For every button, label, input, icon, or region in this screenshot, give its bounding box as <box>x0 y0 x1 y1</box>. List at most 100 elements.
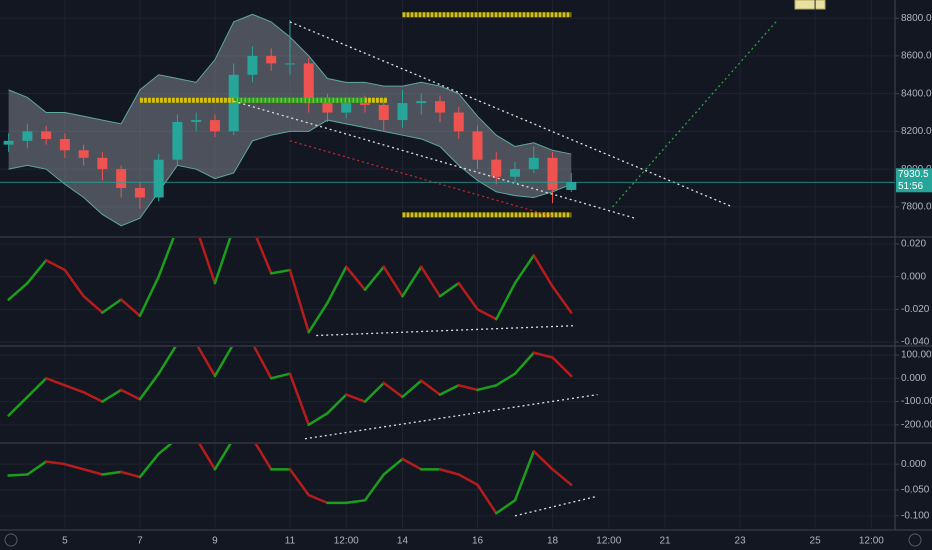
oscillator-segment <box>255 238 273 275</box>
oscillator-segment <box>419 379 442 396</box>
y-tick-label: 0.020 <box>901 239 926 250</box>
oscillator-segment <box>63 384 85 394</box>
oscillator-segment <box>551 285 573 314</box>
oscillator-segment <box>513 449 536 502</box>
candle-body <box>547 157 558 190</box>
oscillator-segment <box>438 468 461 476</box>
oscillator-segment <box>82 468 104 476</box>
oscillator-segment <box>326 265 348 305</box>
oscillator-segment <box>63 462 85 471</box>
oscillator-segment <box>457 281 479 311</box>
oscillator-segment <box>551 468 573 487</box>
oscillator-segment <box>419 265 442 298</box>
y-tick-label: 8400.0 <box>901 88 932 99</box>
x-tick-label: 9 <box>212 536 218 547</box>
oscillator-segment <box>119 298 142 318</box>
oscillator-segment <box>532 351 554 359</box>
x-tick-label: 21 <box>659 536 671 547</box>
oscillator-segment <box>307 301 329 334</box>
candle-body <box>41 131 52 139</box>
candle-body <box>434 101 445 113</box>
oscillator-segment <box>457 384 479 392</box>
oscillator-segment <box>532 254 554 288</box>
candle-body <box>228 74 239 132</box>
oscillator-segment <box>157 444 173 456</box>
candle-body <box>378 104 389 121</box>
oscillator-segment <box>101 388 123 403</box>
drawing-line <box>316 325 576 337</box>
x-tick-label: 7 <box>137 536 143 547</box>
oscillator-segment <box>513 351 536 375</box>
oscillator-segment <box>401 457 423 471</box>
pane <box>0 347 895 440</box>
oscillator-segment <box>307 411 329 427</box>
oscillator-segment <box>382 457 404 476</box>
candle-body <box>303 63 314 104</box>
band-line <box>8 119 572 227</box>
oscillator-segment <box>382 265 404 298</box>
oscillator-segment <box>254 444 273 471</box>
candle-body <box>191 120 202 122</box>
x-tick-label: 12:00 <box>859 536 884 547</box>
candle-body <box>59 138 70 151</box>
y-tick-label: 7800.0 <box>901 202 932 213</box>
oscillator-segment <box>119 388 142 401</box>
oscillator-segment <box>26 377 48 399</box>
oscillator-segment <box>119 470 142 479</box>
drawing-line <box>304 393 598 440</box>
y-tick-label: -100.000 <box>901 396 932 407</box>
y-tick-label: 0.000 <box>901 373 926 384</box>
oscillator-segment <box>63 268 85 298</box>
oscillator-segment <box>101 298 123 314</box>
candle-body <box>266 55 277 64</box>
x-tick-label: 11 <box>285 536 296 547</box>
candle-body <box>78 150 89 158</box>
x-tick-label: 23 <box>735 536 747 547</box>
x-tick-label: 16 <box>472 536 484 547</box>
oscillator-segment <box>213 347 234 378</box>
oscillator-segment <box>82 294 104 314</box>
oscillator-segment <box>476 384 498 392</box>
oscillator-segment <box>157 238 175 278</box>
drawing-line <box>514 495 598 517</box>
price-label-box <box>896 168 932 193</box>
oscillator-segment <box>344 393 367 403</box>
candle-body <box>359 103 370 105</box>
oscillator-segment <box>157 347 177 375</box>
oscillator-segment <box>213 444 232 471</box>
candle-body <box>397 103 408 121</box>
oscillator-segment <box>138 275 160 318</box>
oscillator-segment <box>401 379 423 399</box>
oscillator-segment <box>495 499 517 515</box>
candle-body <box>116 169 127 189</box>
callout-box <box>794 0 826 10</box>
candle-body <box>453 112 464 132</box>
x-tick-label: 18 <box>547 536 559 547</box>
x-tick-label: 12:00 <box>334 536 359 547</box>
oscillator-segment <box>7 473 29 477</box>
candle-body <box>284 63 295 65</box>
oscillator-segment <box>101 470 123 476</box>
x-tick-label: 12:00 <box>596 536 621 547</box>
oscillator-segment <box>269 268 292 275</box>
oscillator-segment <box>198 444 217 471</box>
oscillator-segment <box>326 393 348 415</box>
candle-body <box>153 159 164 198</box>
candle-body <box>566 182 577 190</box>
candle-body <box>322 103 333 113</box>
oscillator-segment <box>401 265 423 298</box>
oscillator-segment <box>344 499 367 505</box>
settings-icon[interactable] <box>4 533 18 547</box>
oscillator-segment <box>7 281 29 301</box>
auto-scale-icon[interactable] <box>908 533 922 547</box>
candle-body <box>3 140 14 145</box>
oscillator-segment <box>457 473 479 487</box>
y-tick-label: -0.020 <box>901 304 930 315</box>
oscillator-segment <box>307 493 329 505</box>
pane <box>0 444 895 517</box>
y-tick-label: -0.050 <box>901 485 930 496</box>
oscillator-segment <box>213 238 232 285</box>
oscillator-segment <box>551 356 573 378</box>
candle-body <box>209 120 220 132</box>
oscillator-segment <box>438 384 461 396</box>
